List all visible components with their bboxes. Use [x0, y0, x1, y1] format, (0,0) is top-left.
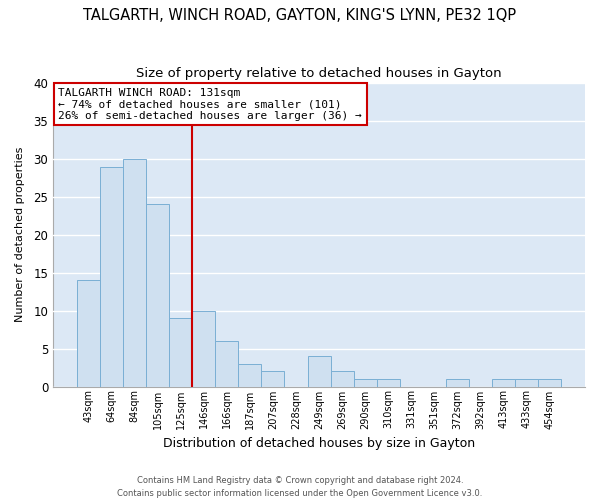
Bar: [538, 379, 561, 386]
Text: TALGARTH WINCH ROAD: 131sqm
← 74% of detached houses are smaller (101)
26% of se: TALGARTH WINCH ROAD: 131sqm ← 74% of det…: [58, 88, 362, 121]
Bar: [124, 159, 146, 386]
Bar: [492, 379, 515, 386]
Bar: [77, 280, 100, 386]
Text: TALGARTH, WINCH ROAD, GAYTON, KING'S LYNN, PE32 1QP: TALGARTH, WINCH ROAD, GAYTON, KING'S LYN…: [83, 8, 517, 22]
Bar: [215, 341, 238, 386]
Title: Size of property relative to detached houses in Gayton: Size of property relative to detached ho…: [136, 68, 502, 80]
Bar: [331, 372, 353, 386]
Bar: [377, 379, 400, 386]
Bar: [308, 356, 331, 386]
X-axis label: Distribution of detached houses by size in Gayton: Distribution of detached houses by size …: [163, 437, 475, 450]
Bar: [100, 166, 124, 386]
Text: Contains HM Land Registry data © Crown copyright and database right 2024.
Contai: Contains HM Land Registry data © Crown c…: [118, 476, 482, 498]
Bar: [515, 379, 538, 386]
Y-axis label: Number of detached properties: Number of detached properties: [15, 147, 25, 322]
Bar: [446, 379, 469, 386]
Bar: [262, 372, 284, 386]
Bar: [146, 204, 169, 386]
Bar: [238, 364, 262, 386]
Bar: [193, 310, 215, 386]
Bar: [353, 379, 377, 386]
Bar: [169, 318, 193, 386]
